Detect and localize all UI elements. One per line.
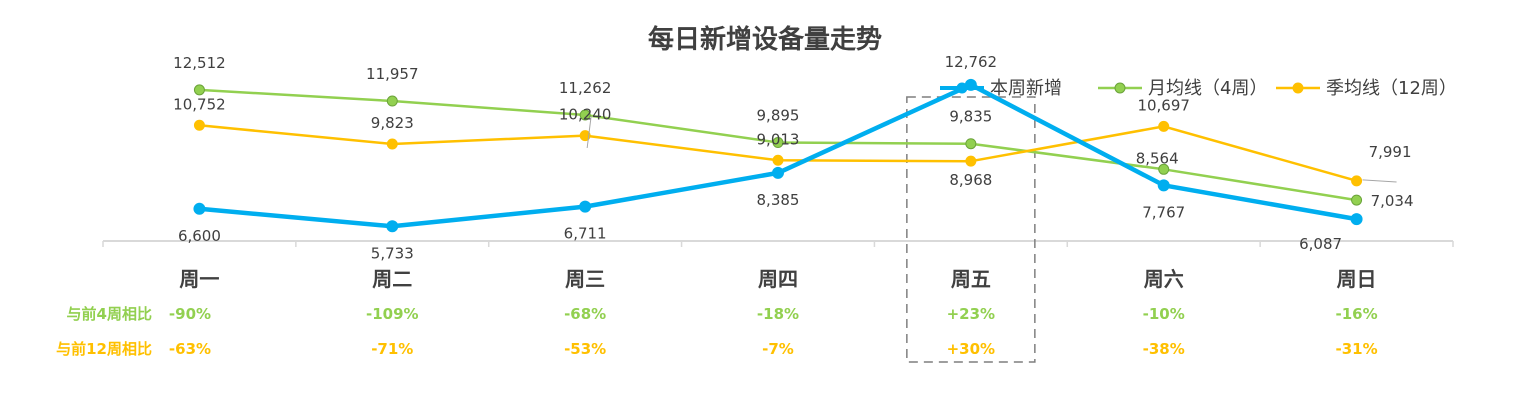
series-1-point xyxy=(193,84,205,96)
series-1-point xyxy=(579,109,591,121)
label-leader-line xyxy=(1362,179,1397,183)
data-labels: 6,600 5,733 6,711 8,385 12,762 7,767 6,087 12,5… xyxy=(173,53,1413,262)
comparison-value: -68% xyxy=(564,305,606,323)
series-2-point xyxy=(772,154,784,166)
comparison-row-label: 与前12周相比 xyxy=(56,340,152,358)
legend-label-1: 月均线（4周） xyxy=(1148,78,1267,99)
category-label-6: 周日 xyxy=(1337,267,1377,291)
data-label: 10,240 xyxy=(559,106,612,124)
legend-marker-1 xyxy=(1114,82,1126,94)
comparison-value: +30% xyxy=(947,340,995,358)
data-label: 6,711 xyxy=(564,225,607,243)
legend-label-2: 季均线（12周） xyxy=(1326,78,1457,99)
category-label-2: 周三 xyxy=(565,267,605,291)
series-0-point xyxy=(386,220,399,233)
comparison-value: -53% xyxy=(564,340,606,358)
data-label: 5,733 xyxy=(371,244,414,262)
data-label: 9,013 xyxy=(757,130,800,148)
chart-title: 每日新增设备量走势 xyxy=(648,24,882,55)
comparison-rows: 与前4周相比 -90% -109% -68% -18% +23% -10% -16% 与前12周… xyxy=(56,305,1378,358)
comparison-value: +23% xyxy=(947,305,995,323)
comparison-value: -10% xyxy=(1143,305,1185,323)
series-2-point xyxy=(579,130,591,142)
comparison-value: -31% xyxy=(1336,340,1378,358)
comparison-value: -38% xyxy=(1143,340,1185,358)
comparison-value: -16% xyxy=(1336,305,1378,323)
data-label: 10,697 xyxy=(1137,96,1190,114)
data-label: 12,512 xyxy=(173,54,226,72)
series-points xyxy=(193,78,1363,233)
series-0-point xyxy=(772,166,784,179)
data-label: 8,968 xyxy=(949,171,992,189)
series-1-point xyxy=(1351,194,1363,206)
comparison-value: -63% xyxy=(169,340,211,358)
data-label: 6,087 xyxy=(1299,235,1342,253)
category-label-4: 周五 xyxy=(951,267,991,291)
category-label-5: 周六 xyxy=(1144,267,1184,291)
series-1-point xyxy=(965,138,977,150)
data-label: 11,262 xyxy=(559,79,612,97)
data-label: 7,767 xyxy=(1142,203,1185,221)
data-label: 8,564 xyxy=(1136,149,1179,167)
data-label: 9,823 xyxy=(371,114,414,132)
category-label-1: 周二 xyxy=(372,267,412,291)
label-leader-line xyxy=(586,115,592,149)
series-0-point xyxy=(193,202,206,215)
data-label: 6,600 xyxy=(178,227,221,245)
data-label: 9,895 xyxy=(757,107,800,125)
category-label-3: 周四 xyxy=(758,267,798,291)
series-0-point xyxy=(1350,213,1363,226)
series-1-point xyxy=(1158,163,1170,175)
data-label: 8,385 xyxy=(757,191,800,209)
comparison-row-label: 与前4周相比 xyxy=(67,305,152,323)
series-2-point xyxy=(1351,175,1363,187)
series-1-point xyxy=(386,95,398,107)
comparison-value: -18% xyxy=(757,305,799,323)
comparison-value: -109% xyxy=(366,305,419,323)
data-label: 9,835 xyxy=(949,108,992,126)
legend-label-0: 本周新增 xyxy=(990,78,1062,99)
series-0-point xyxy=(964,78,977,91)
legend-marker-2 xyxy=(1292,82,1304,94)
comparison-value: -71% xyxy=(371,340,413,358)
series-2-point xyxy=(965,155,977,167)
series-1-point xyxy=(772,137,784,149)
data-label: 10,752 xyxy=(173,95,226,113)
category-label-0: 周一 xyxy=(179,267,219,291)
data-label: 7,991 xyxy=(1369,143,1412,161)
x-axis xyxy=(102,240,1454,247)
series-2-point xyxy=(193,119,205,131)
highlight-box xyxy=(906,96,1036,363)
series-2-point xyxy=(386,138,398,150)
legend: 本周新增 月均线（4周） 季均线（12周） xyxy=(940,78,1457,99)
data-label: 7,034 xyxy=(1371,192,1414,210)
comparison-value: -90% xyxy=(169,305,211,323)
data-label: 11,957 xyxy=(366,65,419,83)
category-labels: 周一 周二 周三 周四 周五 周六 周日 xyxy=(179,267,1376,291)
series-2-point xyxy=(1158,120,1170,132)
highlight-dashed-box xyxy=(906,96,1036,363)
series-0-point xyxy=(1157,179,1170,192)
data-label: 12,762 xyxy=(945,53,998,71)
series-0-point xyxy=(579,200,592,213)
comparison-value: -7% xyxy=(762,340,794,358)
